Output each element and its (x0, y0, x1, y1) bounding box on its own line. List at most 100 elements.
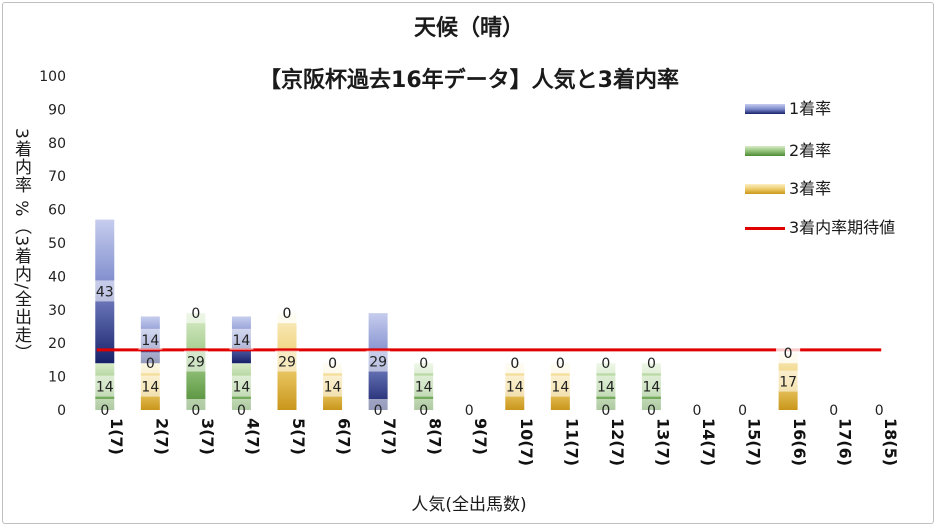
x-tick-label: 16(6) (790, 418, 809, 466)
data-label-bg (593, 375, 618, 397)
legend-label-1st: 1着率 (789, 99, 832, 118)
data-label-1st-10: 0 (502, 352, 527, 374)
data-label-1st-7: 29 (366, 350, 391, 372)
data-label-text: 0 (283, 306, 292, 322)
data-label-bg (457, 399, 482, 420)
x-axis-label: 人気(全出馬数) (411, 495, 527, 515)
data-label-text: 0 (374, 403, 383, 419)
y-tick-label: 0 (57, 403, 66, 419)
data-label-bg (92, 280, 117, 302)
data-label-text: 0 (738, 403, 747, 419)
data-label-bg (502, 352, 527, 374)
data-label-text: 0 (647, 403, 656, 419)
chart-subtitle: 【京阪杯過去16年データ】人気と3着内率 (259, 68, 679, 93)
data-label-2nd-13: 14 (639, 375, 664, 397)
data-label-text: 29 (278, 355, 296, 371)
data-label-bg (685, 399, 709, 420)
data-label-text: 14 (597, 380, 615, 396)
data-label-3rd-12: 0 (593, 399, 618, 420)
x-tick-label: 18(5) (881, 418, 900, 466)
data-label-bg (867, 399, 892, 420)
data-label-text: 14 (551, 380, 569, 396)
data-label-3rd-7: 0 (366, 399, 391, 420)
data-label-text: 0 (419, 403, 428, 419)
x-tick-label: 8(7) (426, 418, 445, 455)
data-label-text: 14 (415, 380, 433, 396)
data-label-bg (183, 399, 208, 420)
data-label-bg (183, 350, 208, 372)
x-tick-label: 4(7) (243, 418, 262, 455)
data-label-bg (229, 328, 254, 350)
data-label-text: 0 (875, 403, 884, 419)
data-label-text: 0 (146, 356, 155, 372)
data-label-3rd-15: 0 (730, 399, 755, 420)
data-label-3rd-18: 0 (867, 399, 892, 420)
y-tick-label: 80 (48, 136, 66, 152)
data-label-bg (639, 399, 664, 420)
data-label-2nd-2: 0 (138, 352, 163, 374)
data-label-1st-12: 0 (593, 352, 618, 374)
data-label-3rd-10: 14 (502, 375, 527, 397)
x-tick-label: 6(7) (335, 418, 354, 455)
y-tick-label: 100 (39, 69, 66, 85)
y-tick-label: 40 (48, 269, 66, 285)
y-axis-label: 3着内率 %（3着内/全出走） (11, 128, 31, 362)
data-label-bg (776, 370, 801, 392)
data-label-bg (92, 375, 117, 397)
data-label-bg (411, 375, 436, 397)
data-label-bg (502, 375, 527, 397)
data-label-1st-8: 0 (411, 352, 436, 374)
x-tick-label: 9(7) (471, 418, 490, 455)
x-tick-label: 11(7) (562, 418, 581, 466)
legend-swatch-2nd (745, 146, 785, 156)
data-label-3rd-17: 0 (821, 399, 846, 420)
data-label-bg (639, 375, 664, 397)
data-label-3rd-5: 29 (275, 350, 299, 372)
data-label-text: 0 (510, 356, 519, 372)
data-label-3rd-4: 0 (229, 399, 254, 420)
data-label-text: 0 (647, 356, 656, 372)
data-label-2nd-12: 14 (593, 375, 618, 397)
data-label-text: 0 (829, 403, 838, 419)
data-label-1st-4: 14 (229, 328, 254, 350)
data-label-text: 29 (187, 355, 205, 371)
data-label-text: 0 (601, 403, 610, 419)
data-label-bg (548, 375, 573, 397)
data-label-text: 14 (141, 333, 159, 349)
data-label-2nd-4: 14 (229, 375, 254, 397)
data-label-bg (366, 399, 391, 420)
x-tick-label: 2(7) (152, 418, 171, 455)
data-label-3rd-9: 0 (457, 399, 482, 420)
data-label-3rd-6: 14 (320, 375, 345, 397)
y-tick-label: 70 (48, 169, 66, 185)
data-label-bg (593, 399, 618, 420)
x-tick-label: 3(7) (198, 418, 217, 455)
x-tick-label: 12(7) (608, 418, 627, 466)
y-tick-label: 60 (48, 203, 66, 219)
data-label-text: 0 (100, 403, 109, 419)
data-label-text: 0 (191, 306, 200, 322)
data-label-text: 0 (693, 403, 702, 419)
legend-swatch-3rd (745, 184, 785, 194)
x-tick-label: 17(6) (836, 418, 855, 466)
data-label-bg (320, 352, 345, 374)
data-label-text: 0 (237, 403, 246, 419)
data-label-3rd-11: 14 (548, 375, 573, 397)
y-tick-label: 20 (48, 336, 66, 352)
data-label-3rd-13: 0 (639, 399, 664, 420)
data-label-text: 0 (191, 403, 200, 419)
data-label-text: 14 (324, 380, 342, 396)
data-label-bg (275, 302, 299, 324)
data-label-2nd-8: 14 (411, 375, 436, 397)
data-label-bg (776, 342, 801, 364)
x-tick-label: 14(7) (699, 418, 718, 466)
data-label-text: 43 (96, 284, 114, 300)
data-label-bg (548, 352, 573, 374)
data-label-text: 0 (601, 356, 610, 372)
data-label-3rd-2: 14 (138, 375, 163, 397)
legend-swatch-expected (745, 227, 785, 230)
data-label-1st-5: 0 (275, 302, 299, 324)
data-label-2nd-1: 14 (92, 375, 117, 397)
